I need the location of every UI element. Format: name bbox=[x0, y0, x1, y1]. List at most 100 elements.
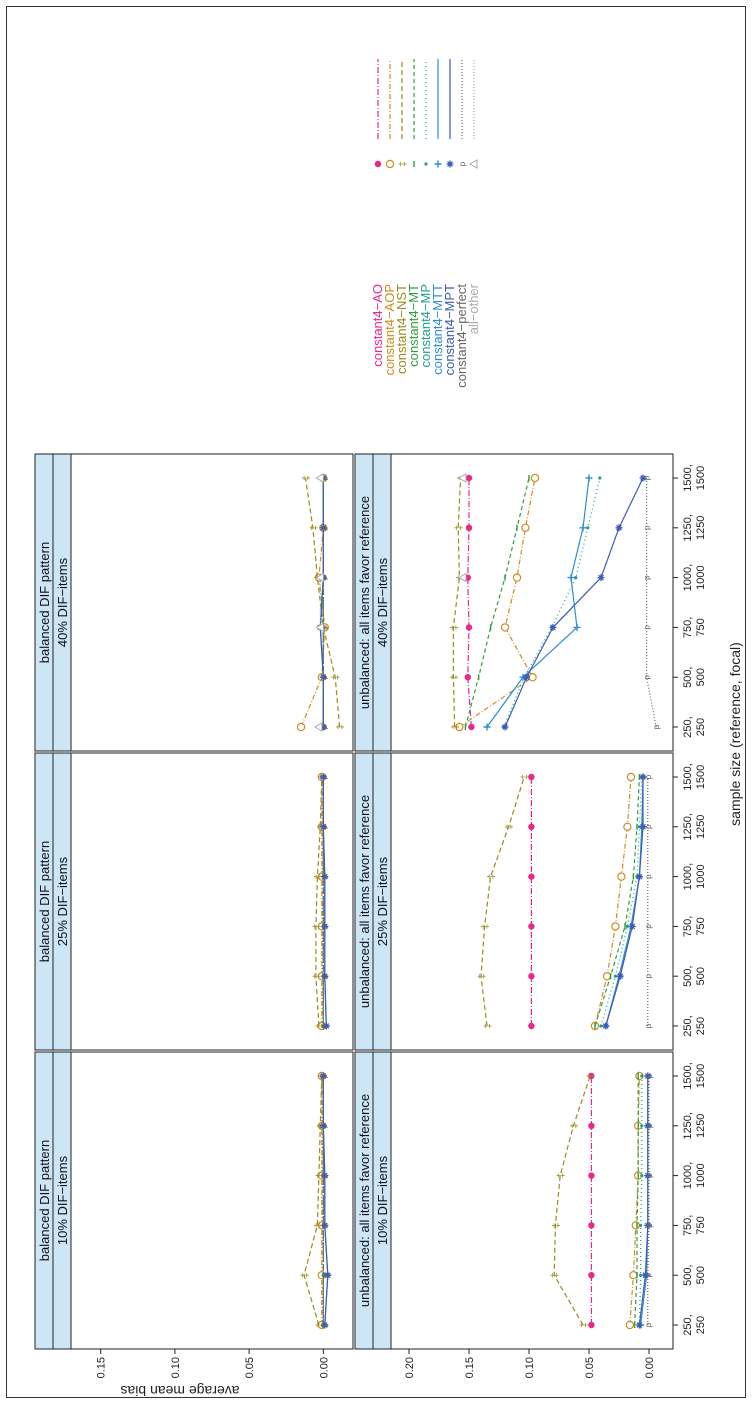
x-tick-label: 1250, bbox=[682, 1112, 694, 1140]
legend-entry: constant4−MP bbox=[418, 59, 433, 367]
x-tick-label: 250, bbox=[682, 1015, 694, 1036]
data-point bbox=[588, 1321, 595, 1329]
data-point bbox=[319, 524, 327, 532]
data-point bbox=[549, 623, 557, 631]
x-tick-label: 1500, bbox=[682, 464, 694, 492]
data-point: ‡ bbox=[312, 973, 323, 979]
legend-label: constant4−AO bbox=[370, 284, 385, 367]
series-line: p p p p p p bbox=[644, 774, 653, 1028]
strip-label: 25% DIF−items bbox=[55, 856, 70, 946]
series-path bbox=[467, 478, 472, 728]
data-point bbox=[567, 574, 575, 582]
data-point bbox=[588, 1122, 595, 1129]
x-tick-label: 1250 bbox=[695, 815, 707, 839]
legend-marker: p bbox=[458, 161, 467, 166]
legend-entry: all−other bbox=[466, 59, 481, 334]
data-point: ‡ bbox=[313, 1223, 324, 1229]
data-point bbox=[321, 922, 329, 930]
data-point: ‡ bbox=[483, 1023, 494, 1029]
data-point bbox=[528, 923, 535, 930]
strip-label: balanced DIF pattern bbox=[37, 841, 52, 962]
panels: balanced DIF pattern 10% DIF−items0.000.0… bbox=[34, 453, 707, 1378]
legend-entry: constant4−MTT bbox=[430, 59, 445, 375]
y-tick-label: 0.20 bbox=[404, 1357, 416, 1378]
data-point bbox=[629, 1270, 638, 1280]
data-point bbox=[465, 524, 473, 531]
data-point bbox=[611, 922, 620, 931]
series-line: p p p p p p bbox=[319, 1073, 328, 1327]
strip-label: 10% DIF−items bbox=[55, 1155, 70, 1245]
data-point bbox=[613, 974, 618, 978]
strip-label: unbalanced: all items favor reference bbox=[357, 795, 372, 1008]
strip-label: 40% DIF−items bbox=[375, 557, 390, 647]
series-line bbox=[594, 774, 641, 1029]
panel-strip bbox=[372, 453, 392, 752]
series-line bbox=[633, 1073, 639, 1328]
series-path bbox=[304, 477, 341, 728]
series-path bbox=[553, 1075, 591, 1326]
series-path bbox=[452, 477, 462, 728]
data-point bbox=[528, 873, 535, 880]
data-point bbox=[319, 1072, 327, 1080]
data-point bbox=[625, 1320, 635, 1330]
data-point: ‡ bbox=[315, 1322, 326, 1328]
series-path bbox=[647, 1076, 650, 1325]
legend-label: constant4−NST bbox=[394, 284, 409, 374]
data-point bbox=[644, 1221, 652, 1229]
data-point bbox=[644, 1122, 652, 1130]
panel-border bbox=[34, 752, 354, 1051]
data-point bbox=[617, 872, 626, 881]
data-point: ‡ bbox=[315, 1023, 326, 1029]
panel-strip bbox=[372, 1051, 392, 1350]
data-point: p bbox=[643, 625, 652, 630]
series-line bbox=[313, 473, 324, 732]
x-tick-label: 500 bbox=[695, 668, 707, 686]
data-point bbox=[574, 575, 578, 580]
x-tick-label: 1250 bbox=[695, 516, 707, 540]
y-tick-label: 0.10 bbox=[524, 1357, 536, 1378]
legend-entry: constant4−perfect p bbox=[454, 59, 469, 388]
data-point: ‡ bbox=[477, 973, 488, 979]
data-point: p bbox=[319, 1223, 328, 1228]
x-tick-label: 750 bbox=[695, 618, 707, 636]
series-path bbox=[605, 777, 644, 1027]
series-path bbox=[486, 477, 590, 728]
data-point bbox=[465, 624, 473, 631]
data-point bbox=[588, 1222, 595, 1229]
data-point bbox=[319, 1122, 327, 1130]
x-tick-label: 500, bbox=[682, 965, 694, 986]
x-tick-label: 1000, bbox=[682, 564, 694, 592]
data-point: p bbox=[319, 1272, 328, 1277]
data-point: p bbox=[319, 525, 328, 530]
y-tick-label: 0.15 bbox=[96, 1357, 108, 1378]
series-line: p p p p p p bbox=[319, 774, 328, 1028]
y-tick-label: 0.00 bbox=[318, 1357, 330, 1378]
series-path bbox=[646, 478, 657, 728]
data-point bbox=[528, 773, 535, 781]
data-point bbox=[512, 573, 522, 582]
data-point: ‡ bbox=[312, 924, 323, 930]
series-path bbox=[638, 1076, 649, 1326]
data-point: ‡ bbox=[487, 874, 498, 880]
data-point bbox=[324, 1271, 332, 1279]
data-point bbox=[321, 972, 329, 980]
strip-label: 40% DIF−items bbox=[55, 557, 70, 647]
panel-border bbox=[354, 752, 674, 1051]
data-point: p bbox=[644, 774, 653, 779]
data-point bbox=[639, 823, 647, 831]
data-point bbox=[626, 772, 636, 782]
data-point: p bbox=[645, 1223, 654, 1228]
data-point bbox=[644, 1072, 652, 1080]
data-point bbox=[464, 674, 471, 681]
data-point: ‡ bbox=[569, 1123, 580, 1129]
data-point: p bbox=[645, 1173, 654, 1178]
data-point: ‡ bbox=[579, 1322, 590, 1328]
x-tick-label: 1250, bbox=[682, 514, 694, 542]
x-tick-label: 1500, bbox=[682, 763, 694, 791]
legend: constant4−AOconstant4−AOPconstant4−NST‡c… bbox=[370, 59, 481, 388]
x-tick-label: 1000 bbox=[695, 1163, 707, 1187]
data-point bbox=[631, 1221, 641, 1230]
data-point bbox=[528, 1022, 535, 1030]
data-point bbox=[640, 1124, 644, 1128]
